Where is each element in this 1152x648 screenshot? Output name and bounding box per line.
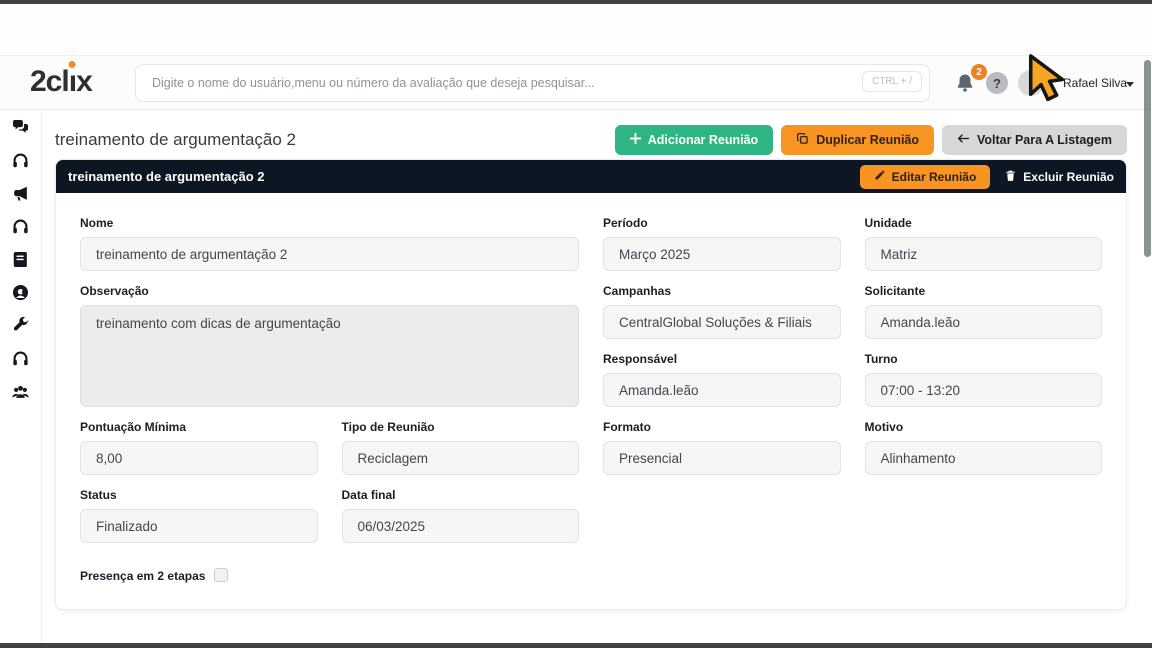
formato-input[interactable] [603,441,841,475]
field-formato: Formato [603,420,841,475]
sidebar-item-support[interactable] [8,283,34,307]
campanhas-input[interactable] [603,305,841,339]
comments-icon [11,118,30,142]
sidebar-item-headset-3[interactable] [8,349,34,373]
plus-icon [629,133,641,147]
support-agent-icon [11,283,30,307]
field-motivo: Motivo [864,420,1102,475]
meeting-card-title: treinamento de argumentação 2 [68,169,265,184]
vertical-scrollbar-thumb[interactable] [1144,60,1151,257]
logo-orange-dot-i: ı [68,65,77,98]
copy-icon [796,132,809,148]
search-input[interactable] [135,64,930,102]
responsavel-input[interactable] [603,373,841,407]
pencil-icon [874,169,886,184]
top-frame-bar [0,0,1152,4]
book-icon [11,250,30,274]
nome-input[interactable] [80,237,579,271]
solicitante-input[interactable] [864,305,1102,339]
trash-icon [1004,169,1017,185]
observacao-textarea[interactable]: treinamento com dicas de argumentação [80,305,579,407]
motivo-input[interactable] [864,441,1102,475]
notification-count-badge: 2 [971,64,987,80]
bell-icon [953,74,977,99]
page-title: treinamento de argumentação 2 [55,130,296,149]
global-search: CTRL + / [135,64,930,102]
field-periodo: Período [603,216,841,271]
notifications-button[interactable]: 2 [953,64,987,99]
edit-meeting-button[interactable]: Editar Reunião [859,164,991,189]
delete-meeting-button[interactable]: Excluir Reunião [1004,169,1114,185]
app-header: 2clıx CTRL + / 2 ? Rafael Silva [0,55,1152,110]
arrow-left-icon [957,133,970,147]
presenca-row: Presença em 2 etapas [80,567,1102,583]
sidebar-item-comments[interactable] [8,118,34,142]
turno-input[interactable] [864,373,1102,407]
sidebar-item-book[interactable] [8,250,34,274]
add-meeting-button[interactable]: Adicionar Reunião [614,125,774,155]
megaphone-icon [11,184,30,208]
presenca-checkbox[interactable] [214,567,229,582]
search-shortcut-badge: CTRL + / [862,71,922,92]
sidebar-item-settings[interactable] [8,316,34,340]
headset-icon [11,217,30,241]
meeting-form: Nome Período Unidade Observação treiname… [56,193,1126,609]
pontuacao-minima-input[interactable] [80,441,318,475]
icon-sidebar [0,110,42,643]
bottom-frame-bar [0,643,1152,648]
headset-icon [11,349,30,373]
wrench-icon [11,316,30,340]
field-turno: Turno [864,352,1102,407]
back-to-list-button[interactable]: Voltar Para A Listagem [942,125,1127,155]
users-icon [11,382,30,406]
meeting-card-header: treinamento de argumentação 2 Editar Reu… [56,160,1126,193]
periodo-input[interactable] [603,237,841,271]
page-toolbar: treinamento de argumentação 2 Adicionar … [42,110,1152,159]
sidebar-item-headset-1[interactable] [8,151,34,175]
sidebar-item-users[interactable] [8,385,34,403]
field-responsavel: Responsável [603,352,841,407]
field-tipo-reuniao: Tipo de Reunião [341,420,579,475]
field-observacao: Observação treinamento com dicas de argu… [80,284,579,407]
field-solicitante: Solicitante [864,284,1102,339]
duplicate-meeting-button[interactable]: Duplicar Reunião [781,125,934,155]
help-button[interactable]: ? [986,72,1008,94]
user-menu[interactable]: Rafael Silva [1063,76,1128,90]
field-pontuacao-minima: Pontuação Mínima [80,420,318,475]
logo-2clix[interactable]: 2clıx [30,65,93,98]
presenca-label: Presença em 2 etapas [80,569,206,583]
field-data-final: Data final [341,488,579,543]
field-status: Status [80,488,318,543]
data-final-input[interactable] [341,509,579,543]
sidebar-item-megaphone[interactable] [8,184,34,208]
sidebar-item-headset-2[interactable] [8,217,34,241]
meeting-detail-card: treinamento de argumentação 2 Editar Reu… [55,159,1127,610]
main-content: treinamento de argumentação 2 Adicionar … [42,110,1152,643]
unidade-input[interactable] [864,237,1102,271]
cursor-icon [1020,53,1068,109]
chevron-down-icon [1126,82,1134,87]
field-campanhas: Campanhas [603,284,841,339]
status-input[interactable] [80,509,318,543]
field-unidade: Unidade [864,216,1102,271]
tipo-reuniao-input[interactable] [341,441,579,475]
field-nome: Nome [80,216,579,271]
headset-icon [11,151,30,175]
